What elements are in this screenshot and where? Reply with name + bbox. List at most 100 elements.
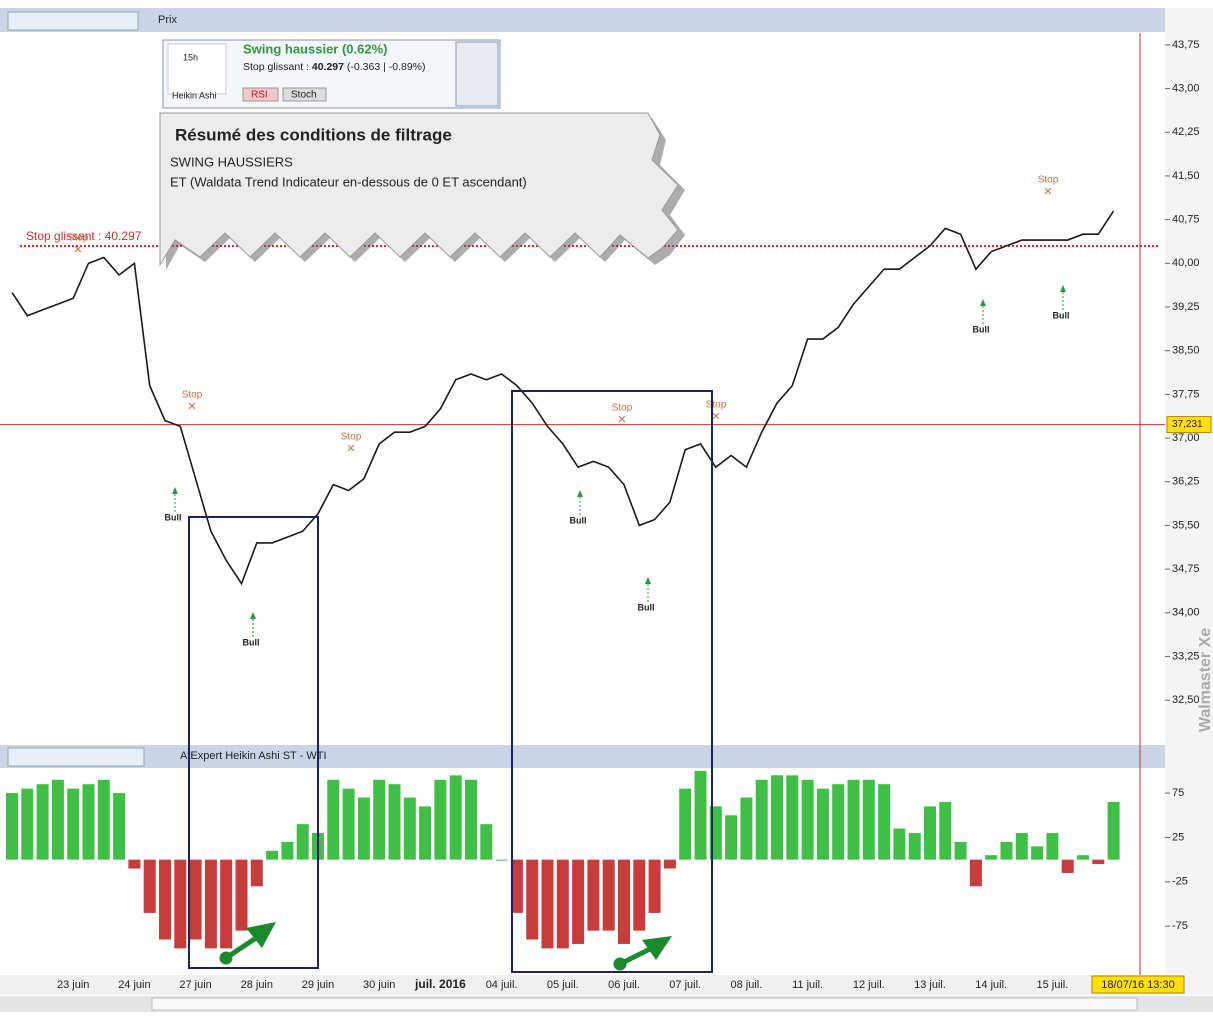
highlight-box — [188, 516, 319, 969]
oscillator-bar — [1000, 841, 1013, 860]
oscillator-bar — [480, 824, 493, 860]
toolbar-icons[interactable] — [7, 11, 139, 31]
scroll-thumb[interactable] — [151, 997, 1138, 1011]
style-label: Heikin Ashi — [172, 90, 217, 100]
oscillator-bar — [740, 797, 753, 860]
oscillator-bar — [113, 793, 126, 860]
stoch-button[interactable] — [282, 87, 327, 102]
y-tick-label: 34,00 — [1172, 607, 1200, 619]
bull-arrow-head — [980, 299, 986, 306]
oscillator-bar — [969, 859, 982, 887]
x-tick-label: 04 juil. — [486, 979, 518, 991]
oscillator-bar — [954, 841, 967, 860]
y-tick-label: 33,25 — [1172, 650, 1200, 662]
oscillator-bar — [204, 859, 217, 949]
oscillator-bar — [403, 797, 416, 860]
y-tick-label: 34,75 — [1172, 563, 1200, 575]
oscillator-bar — [985, 855, 998, 860]
oscillator-bar — [725, 815, 738, 860]
x-tick-label: 11 juil. — [792, 979, 823, 991]
widget-buttons[interactable] — [455, 41, 499, 107]
oscillator-bar — [510, 859, 523, 913]
y-tick-label: 42,25 — [1172, 126, 1200, 138]
price-line — [11, 210, 1115, 586]
timeframe: 15h — [183, 52, 198, 62]
bull-marker: Bull — [638, 602, 655, 612]
popup-line: SWING HAUSSIERS — [170, 154, 293, 169]
trailing-stop-label: Stop glissant : 40.297 — [26, 229, 142, 243]
stop-marker: Stop — [1038, 175, 1059, 186]
oscillator-bar — [327, 779, 340, 860]
cursor-date: 18/07/16 13:30 — [1101, 979, 1174, 991]
x-tick-label: 12 juil. — [853, 979, 885, 991]
bull-marker: Bull — [973, 324, 990, 334]
stop-marker: Stop — [182, 390, 203, 401]
stop-cross: ✕ — [187, 401, 196, 413]
toolbar — [0, 8, 1165, 32]
y-tick-label: -25 — [1172, 876, 1188, 888]
oscillator-bar — [847, 779, 860, 860]
oscillator-bar — [1077, 855, 1089, 860]
toolbar-title: Prix — [158, 14, 177, 26]
watermark: Walmaster Xe — [1197, 628, 1213, 732]
bull-marker: Bull — [570, 515, 587, 525]
indicator-toolbar — [0, 745, 1165, 768]
oscillator-bar — [663, 859, 676, 869]
oscillator-bar — [82, 784, 95, 860]
oscillator-bar — [694, 770, 707, 860]
y-tick-label: 39,25 — [1172, 301, 1200, 313]
indicator-icons[interactable] — [7, 747, 145, 767]
y-tick-label: 43,00 — [1172, 82, 1200, 94]
oscillator-bar — [908, 833, 921, 860]
oscillator-bar — [648, 859, 661, 913]
y-tick-label: 40,75 — [1172, 214, 1200, 226]
oscillator-bar — [556, 859, 569, 949]
current-price-label: 37,231 — [1172, 419, 1203, 430]
oscillator-bar — [465, 779, 477, 860]
stop-text: Stop glissant : 40.297 (-0.363 | -0.89%) — [243, 61, 426, 73]
oscillator-bar — [633, 859, 646, 931]
oscillator-bar — [220, 859, 233, 949]
x-tick-label: 23 juin — [57, 979, 89, 991]
y-tick-label: 36,25 — [1172, 476, 1200, 488]
oscillator-bar — [832, 784, 845, 860]
oscillator-bar — [51, 779, 64, 860]
current-price-box — [1166, 416, 1212, 434]
y-tick-label: 32,50 — [1172, 694, 1200, 706]
oscillator-bar — [67, 788, 80, 860]
oscillator-bar — [572, 859, 585, 944]
y-tick-label: 40,00 — [1172, 257, 1200, 269]
stop-cross: ✕ — [73, 244, 82, 256]
filter-popup: Résumé des conditions de filtrage SWING … — [159, 112, 685, 270]
oscillator-bar — [128, 859, 141, 869]
x-tick-label: juil. 2016 — [414, 977, 466, 991]
indicator-title: AtExpert Heikin Ashi ST - WTI — [180, 750, 327, 762]
bull-arrow-head — [250, 612, 256, 619]
oscillator-bar — [755, 779, 768, 860]
oscillator-bar — [495, 859, 508, 861]
x-tick-label: 07 juil. — [669, 979, 701, 991]
popup-line: ET (Waldata Trend Indicateur en-dessous … — [170, 174, 527, 189]
trend-arrow — [613, 936, 672, 971]
y-tick-label: -75 — [1172, 920, 1188, 932]
oscillator-bar — [1046, 833, 1059, 860]
oscillator-bar — [434, 779, 447, 860]
stop-change: (-0.363 | -0.89%) — [344, 61, 426, 73]
x-axis-area — [0, 975, 1165, 995]
oscillator-bar — [296, 824, 309, 860]
oscillator-bar — [786, 775, 799, 860]
y-tick-label: 41,50 — [1172, 170, 1200, 182]
oscillator-bar — [250, 859, 263, 887]
oscillator-bar — [281, 841, 294, 860]
signal-title: Swing haussier (0.62%) — [243, 41, 388, 56]
oscillator-bar — [939, 801, 952, 860]
oscillator-bar — [1092, 859, 1105, 865]
rsi-button[interactable] — [242, 87, 279, 102]
oscillator-bar — [618, 859, 630, 944]
oscillator-bar — [388, 784, 401, 860]
bull-arrow-head — [645, 577, 651, 584]
rsi-label: RSI — [251, 90, 268, 101]
oscillator-bar — [878, 784, 891, 860]
cursor-date-box — [1091, 975, 1185, 994]
